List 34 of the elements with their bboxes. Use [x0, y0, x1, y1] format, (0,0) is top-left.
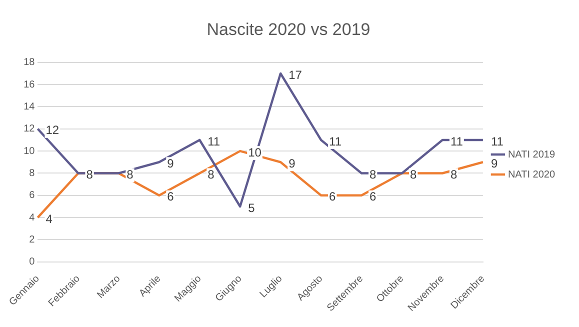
- data-label: 11: [329, 134, 342, 148]
- data-label: 17: [288, 68, 302, 82]
- data-label: 6: [329, 190, 336, 204]
- data-label: 11: [208, 134, 220, 148]
- data-label: 8: [410, 168, 417, 182]
- y-tick-label: 10: [24, 146, 36, 157]
- y-tick-label: 18: [24, 57, 36, 68]
- data-label: 8: [126, 168, 134, 182]
- data-label: 5: [248, 200, 256, 215]
- data-label: 6: [167, 190, 174, 204]
- y-tick-label: 14: [24, 101, 36, 112]
- data-label: 9: [288, 156, 296, 170]
- y-tick-label: 0: [29, 256, 36, 268]
- y-tick-label: 6: [29, 190, 36, 202]
- y-tick-label: 12: [24, 124, 36, 135]
- data-label: 8: [86, 168, 94, 182]
- data-label: 8: [370, 168, 377, 182]
- data-label: 8: [450, 168, 458, 182]
- data-label: 12: [46, 123, 60, 138]
- data-label: 4: [46, 212, 53, 226]
- data-label: 10: [248, 145, 262, 160]
- data-label: 11: [490, 134, 504, 148]
- y-tick-label: 16: [24, 79, 36, 90]
- data-label: 6: [370, 190, 377, 204]
- chart-title: Nascite 2020 vs 2019: [206, 20, 370, 39]
- legend-label: NATI 2019: [508, 149, 556, 160]
- y-tick-label: 8: [29, 168, 36, 179]
- legend-label: NATI 2020: [508, 169, 556, 180]
- data-label: 9: [167, 156, 174, 170]
- data-label: 11: [450, 134, 464, 148]
- data-label: 8: [208, 168, 215, 182]
- y-tick-label: 2: [29, 234, 36, 246]
- y-tick-label: 4: [29, 212, 36, 224]
- data-label: 9: [490, 156, 498, 170]
